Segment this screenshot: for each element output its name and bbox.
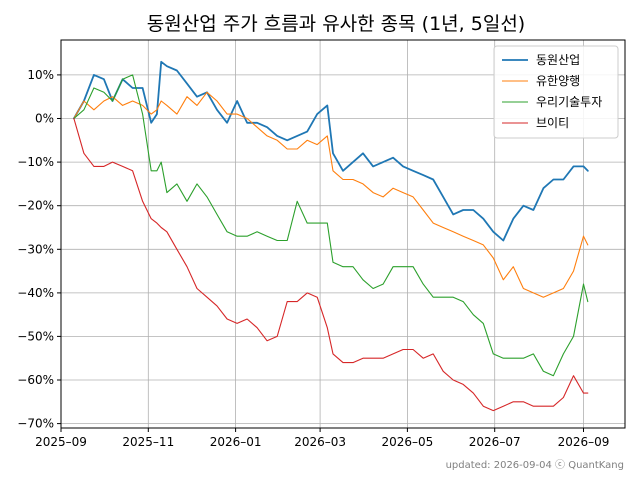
x-tick-label: 2026–01: [210, 435, 262, 449]
legend-label-1: 유한양행: [536, 73, 580, 88]
series-line-0: [73, 60, 589, 242]
x-tick-label: 2026–07: [469, 435, 521, 449]
x-tick-label: 2026–05: [381, 435, 433, 449]
legend-label-2: 우리기술투자: [536, 95, 602, 109]
y-tick-label: 0%: [35, 112, 54, 126]
x-tick-label: 2025–11: [122, 435, 174, 449]
y-tick-label: −40%: [17, 286, 54, 300]
y-tick-label: −60%: [17, 373, 54, 387]
y-tick-label: −30%: [17, 242, 54, 256]
axes: 10% 0% −10% −20% −30% −40% −50% −60% −70% 2025–09…: [17, 68, 609, 449]
series-lines: [73, 60, 589, 412]
plot-frame: [60, 39, 626, 429]
chart-title: 동원산업 주가 흐름과 유사한 종목 (1년, 5일선): [147, 13, 525, 35]
series-line-1: [73, 91, 589, 298]
legend-label-0: 동원산업: [536, 53, 580, 67]
y-tick-label: −70%: [17, 417, 54, 431]
y-tick-label: −10%: [17, 155, 54, 169]
x-tick-label: 2026–09: [558, 435, 610, 449]
y-tick-label: 10%: [27, 68, 54, 82]
series-line-2: [73, 74, 589, 377]
x-tick-label: 2025–09: [35, 435, 87, 449]
x-tick-label: 2026–03: [294, 435, 346, 449]
footer-credit: updated: 2026-09-04 ⓒ QuantKang: [446, 459, 624, 471]
legend-label-3: 브이티: [536, 116, 569, 130]
y-tick-label: −50%: [17, 329, 54, 343]
y-tick-label: −20%: [17, 199, 54, 213]
legend-box: [493, 45, 619, 139]
series-line-3: [73, 117, 589, 412]
